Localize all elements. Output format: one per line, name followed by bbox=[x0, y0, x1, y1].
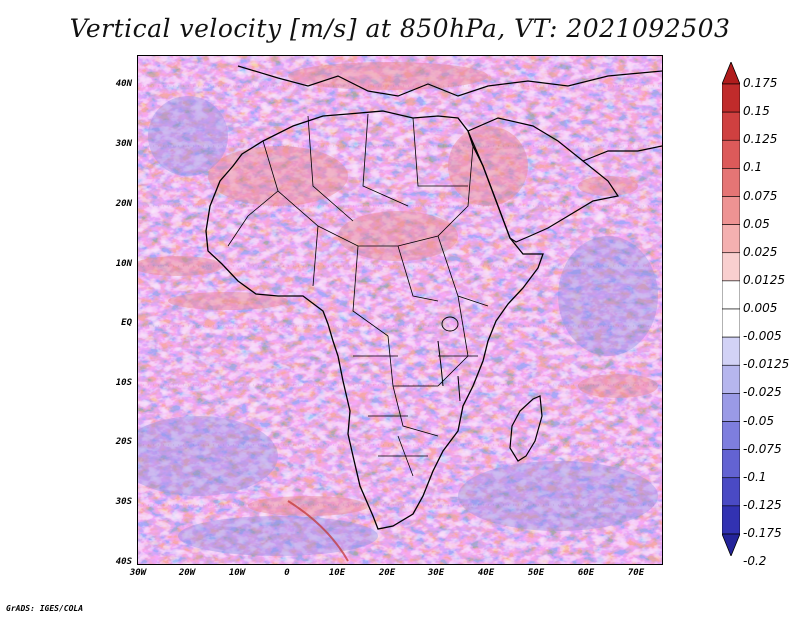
lat-label-40n: 40N bbox=[115, 79, 132, 89]
grads-credit: GrADS: IGES/COLA bbox=[6, 604, 84, 613]
colorbar-label: 0.05 bbox=[743, 216, 770, 231]
lon-label-0: 0 bbox=[284, 568, 290, 578]
colorbar-label: 0.175 bbox=[743, 76, 778, 90]
colorbar-label: 0.15 bbox=[743, 104, 770, 119]
arabia-coastline bbox=[467, 117, 619, 243]
colorbar-label: 0.005 bbox=[743, 301, 778, 315]
iran-coastline bbox=[582, 145, 662, 162]
colorbar-segment bbox=[722, 83, 740, 113]
lon-label-40e: 40E bbox=[477, 568, 495, 578]
lat-label-40s: 40S bbox=[115, 557, 132, 567]
lon-label-60e: 60E bbox=[577, 568, 595, 578]
colorbar-label: -0.005 bbox=[743, 329, 782, 344]
lat-label-20n: 20N bbox=[115, 199, 132, 209]
lat-label-10n: 10N bbox=[115, 259, 132, 269]
lon-label-10w: 10W bbox=[228, 568, 246, 578]
lake-tanganyika bbox=[437, 340, 444, 387]
country-borders bbox=[227, 113, 489, 477]
chart-title: Vertical velocity [m/s] at 850hPa, VT: 2… bbox=[69, 14, 731, 43]
colorbar-segment bbox=[722, 196, 740, 225]
colorbar-segment bbox=[722, 393, 740, 422]
colorbar-segment bbox=[722, 111, 740, 141]
colorbar-bottom-arrow bbox=[722, 533, 740, 556]
colorbar-label: -0.0125 bbox=[743, 357, 790, 372]
lat-label-20s: 20S bbox=[115, 437, 132, 447]
colorbar-segment bbox=[722, 505, 740, 535]
lat-label-30s: 30S bbox=[115, 497, 132, 507]
lat-label-30n: 30N bbox=[115, 139, 132, 149]
lake-victoria bbox=[441, 316, 459, 332]
lat-label-10s: 10S bbox=[115, 378, 132, 388]
colorbar-segment bbox=[722, 364, 740, 394]
colorbar bbox=[722, 62, 740, 556]
colorbar-segment bbox=[722, 308, 740, 338]
colorbar-label: -0.2 bbox=[743, 554, 767, 569]
lon-label-20w: 20W bbox=[178, 568, 196, 578]
lake-malawi bbox=[457, 375, 461, 402]
colorbar-segment bbox=[722, 224, 740, 254]
colorbar-label: 0.025 bbox=[743, 244, 778, 259]
colorbar-label: -0.125 bbox=[743, 497, 782, 512]
colorbar-label: 0.075 bbox=[743, 188, 778, 203]
madagascar-coastline bbox=[509, 395, 543, 462]
africa-coastline bbox=[205, 110, 544, 530]
colorbar-segment bbox=[722, 336, 740, 366]
colorbar-top-arrow bbox=[722, 62, 740, 85]
lon-label-10e: 10E bbox=[328, 568, 346, 578]
colorbar-label: -0.075 bbox=[743, 441, 782, 456]
noise-texture bbox=[138, 56, 662, 564]
colorbar-label: 0.0125 bbox=[743, 272, 785, 287]
colorbar-segment bbox=[722, 252, 740, 282]
colorbar-label: 0.1 bbox=[743, 160, 763, 175]
colorbar-segment bbox=[722, 421, 740, 450]
jet-streak bbox=[287, 500, 349, 562]
lon-label-30e: 30E bbox=[427, 568, 445, 578]
colorbar-segment bbox=[722, 139, 740, 169]
lon-label-20e: 20E bbox=[378, 568, 396, 578]
lon-label-30w: 30W bbox=[129, 568, 147, 578]
map-plot-area bbox=[137, 55, 663, 565]
lon-label-50e: 50E bbox=[527, 568, 545, 578]
colorbar-segment bbox=[722, 168, 740, 197]
colorbar-segment bbox=[722, 477, 740, 507]
colorbar-label: 0.125 bbox=[743, 132, 778, 147]
colorbar-label: -0.05 bbox=[743, 413, 775, 428]
vertical-velocity-map bbox=[138, 56, 662, 564]
lon-label-70e: 70E bbox=[627, 568, 645, 578]
colorbar-segment bbox=[722, 280, 740, 310]
colorbar-label: -0.175 bbox=[743, 526, 782, 540]
colorbar-segment bbox=[722, 449, 740, 479]
lat-label-eq: EQ bbox=[121, 318, 132, 328]
colorbar-label: -0.1 bbox=[743, 469, 767, 484]
colorbar-label: -0.025 bbox=[743, 385, 782, 400]
